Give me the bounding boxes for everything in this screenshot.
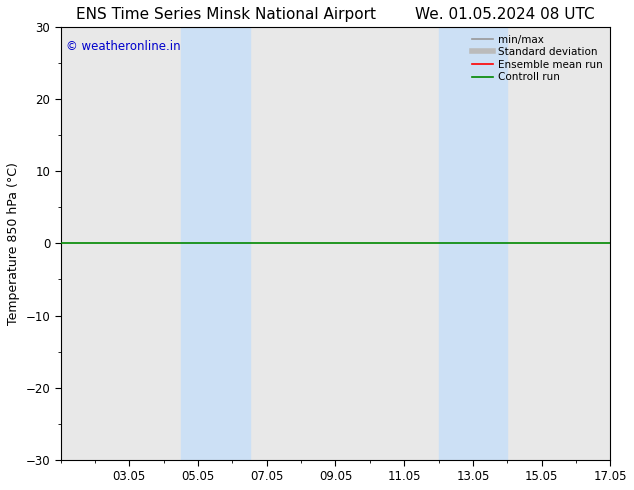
- Title: ENS Time Series Minsk National Airport        We. 01.05.2024 08 UTC: ENS Time Series Minsk National Airport W…: [76, 7, 595, 22]
- Bar: [181, 27, 250, 460]
- Text: © weatheronline.in: © weatheronline.in: [66, 40, 181, 53]
- Bar: [439, 27, 507, 460]
- Y-axis label: Temperature 850 hPa (°C): Temperature 850 hPa (°C): [7, 162, 20, 325]
- Legend: min/max, Standard deviation, Ensemble mean run, Controll run: min/max, Standard deviation, Ensemble me…: [470, 32, 605, 84]
